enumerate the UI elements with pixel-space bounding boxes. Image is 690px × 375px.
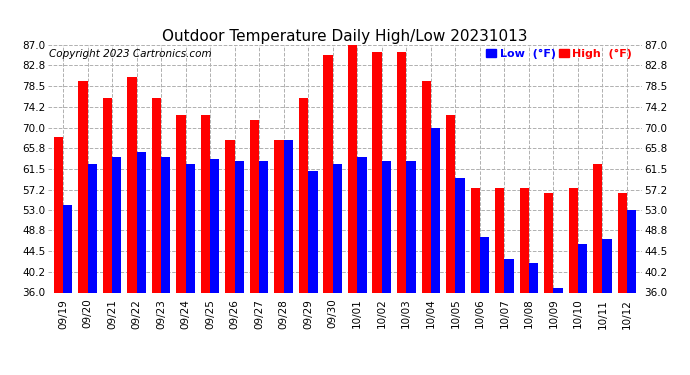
- Bar: [284, 140, 293, 292]
- Bar: [373, 52, 382, 292]
- Bar: [602, 239, 612, 292]
- Bar: [112, 157, 121, 292]
- Bar: [235, 162, 244, 292]
- Bar: [54, 137, 63, 292]
- Bar: [553, 288, 563, 292]
- Bar: [103, 98, 112, 292]
- Bar: [210, 159, 219, 292]
- Bar: [250, 120, 259, 292]
- Bar: [275, 140, 284, 292]
- Bar: [137, 152, 146, 292]
- Bar: [569, 188, 578, 292]
- Bar: [422, 81, 431, 292]
- Bar: [259, 162, 268, 292]
- Bar: [529, 263, 538, 292]
- Bar: [578, 244, 587, 292]
- Bar: [593, 164, 602, 292]
- Bar: [226, 140, 235, 292]
- Bar: [299, 98, 308, 292]
- Bar: [446, 116, 455, 292]
- Bar: [348, 45, 357, 292]
- Bar: [480, 237, 489, 292]
- Bar: [333, 164, 342, 292]
- Bar: [63, 205, 72, 292]
- Bar: [544, 193, 553, 292]
- Bar: [186, 164, 195, 292]
- Bar: [201, 116, 210, 292]
- Bar: [127, 76, 137, 292]
- Bar: [504, 258, 513, 292]
- Bar: [455, 178, 464, 292]
- Bar: [618, 193, 627, 292]
- Bar: [495, 188, 504, 292]
- Bar: [471, 188, 480, 292]
- Bar: [627, 210, 636, 292]
- Bar: [177, 116, 186, 292]
- Bar: [406, 162, 415, 292]
- Bar: [78, 81, 88, 292]
- Bar: [152, 98, 161, 292]
- Bar: [382, 162, 391, 292]
- Legend: Low  (°F), High  (°F): Low (°F), High (°F): [485, 48, 633, 60]
- Title: Outdoor Temperature Daily High/Low 20231013: Outdoor Temperature Daily High/Low 20231…: [162, 29, 528, 44]
- Text: Copyright 2023 Cartronics.com: Copyright 2023 Cartronics.com: [50, 49, 212, 59]
- Bar: [308, 171, 317, 292]
- Bar: [520, 188, 529, 292]
- Bar: [324, 55, 333, 292]
- Bar: [357, 157, 366, 292]
- Bar: [161, 157, 170, 292]
- Bar: [397, 52, 406, 292]
- Bar: [431, 128, 440, 292]
- Bar: [88, 164, 97, 292]
